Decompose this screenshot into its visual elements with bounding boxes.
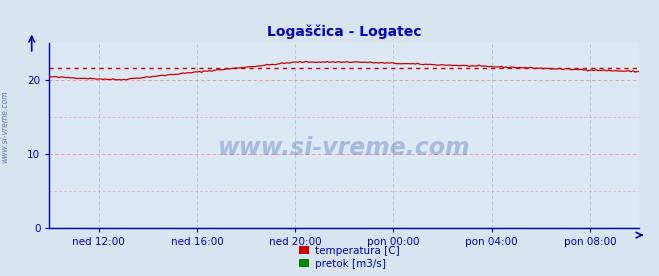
Text: www.si-vreme.com: www.si-vreme.com (1, 91, 10, 163)
Title: Logaščica - Logatec: Logaščica - Logatec (267, 24, 422, 39)
Text: www.si-vreme.com: www.si-vreme.com (218, 136, 471, 160)
Legend: temperatura [C], pretok [m3/s]: temperatura [C], pretok [m3/s] (297, 243, 401, 271)
